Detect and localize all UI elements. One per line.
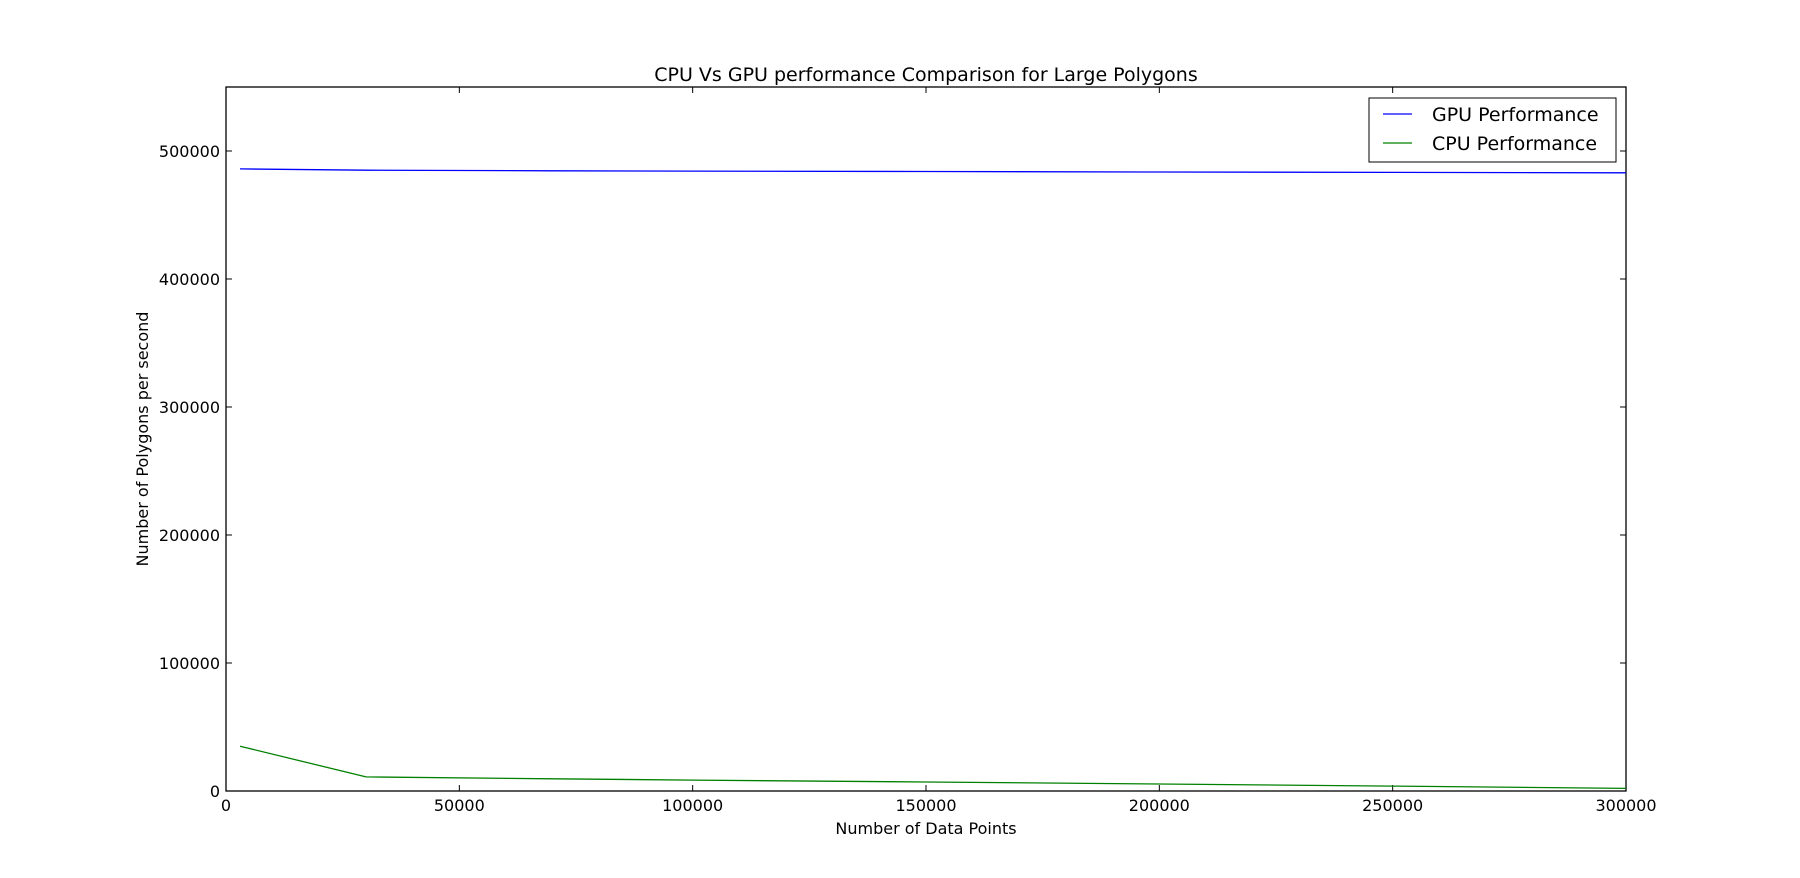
plot-area [225,86,1627,792]
x-tick-label: 50000 [434,796,485,815]
legend-label-gpu: GPU Performance [1432,104,1599,126]
legend-box [1368,97,1617,163]
series-line-cpu-performance [239,745,1627,790]
series-line-gpu-performance [239,168,1627,174]
legend: GPU Performance CPU Performance [1368,97,1617,163]
x-tick-label: 300000 [1595,796,1656,815]
x-axis-ticks: 0 50000 100000 150000 200000 250000 300000 [221,87,1657,815]
x-tick-label: 250000 [1362,796,1423,815]
y-tick-label: 200000 [159,526,220,545]
x-axis-label: Number of Data Points [835,819,1016,838]
y-tick-label: 0 [210,782,220,801]
y-tick-label: 300000 [159,398,220,417]
y-axis-ticks: 0 100000 200000 300000 400000 500000 [159,142,1626,801]
y-tick-label: 100000 [159,654,220,673]
y-tick-label: 400000 [159,270,220,289]
legend-label-cpu: CPU Performance [1432,133,1597,155]
y-axis-label: Number of Polygons per second [133,312,152,567]
series-lines [239,168,1627,790]
x-tick-label: 200000 [1129,796,1190,815]
x-tick-label: 150000 [895,796,956,815]
chart-title: CPU Vs GPU performance Comparison for La… [654,64,1197,86]
x-tick-label: 100000 [662,796,723,815]
y-tick-label: 500000 [159,142,220,161]
x-tick-label: 0 [221,796,231,815]
